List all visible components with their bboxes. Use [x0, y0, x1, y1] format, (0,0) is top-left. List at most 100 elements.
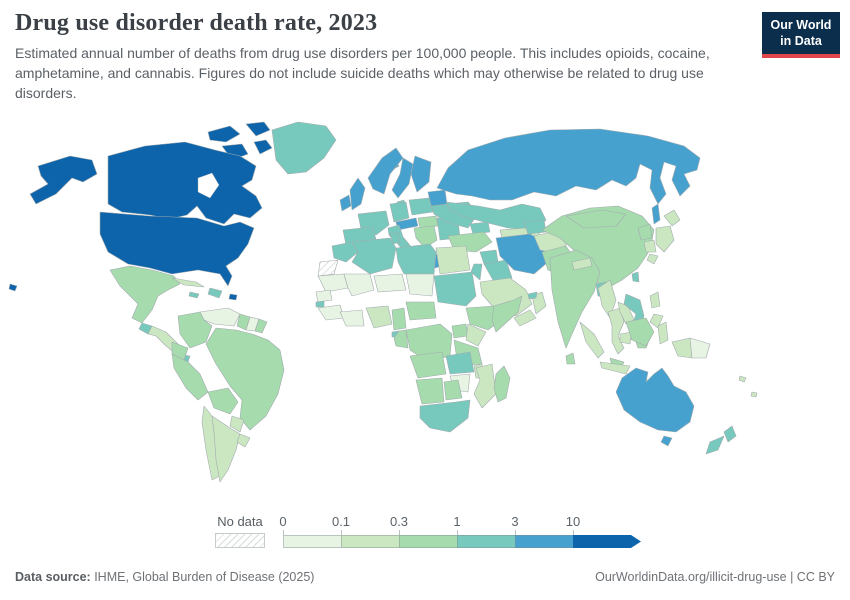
country-united-states[interactable]: [99, 211, 255, 287]
country-central-african-republic[interactable]: [405, 301, 437, 321]
legend-tick-label: 0: [279, 514, 287, 529]
country-australia[interactable]: [615, 367, 695, 433]
country-chad[interactable]: [405, 273, 435, 297]
country-iran[interactable]: [495, 233, 549, 275]
country-hawaii[interactable]: [8, 283, 18, 292]
country-mauritania[interactable]: [317, 273, 349, 293]
country-new-zealand[interactable]: [723, 425, 737, 443]
country-senegal[interactable]: [315, 289, 333, 303]
country-gambia-guinea-bissau[interactable]: [315, 300, 325, 308]
country-united-states-alaska[interactable]: [29, 155, 98, 205]
country-angola[interactable]: [409, 351, 447, 379]
country-somalia[interactable]: [491, 295, 523, 333]
country-mongolia[interactable]: [565, 209, 627, 229]
country-mozambique[interactable]: [473, 363, 497, 409]
country-indonesia-sumatra[interactable]: [579, 321, 605, 359]
country-kenya[interactable]: [465, 323, 487, 347]
country-uganda[interactable]: [451, 323, 469, 339]
country-japan[interactable]: [663, 209, 681, 227]
country-nigeria[interactable]: [365, 305, 393, 329]
country-jordan-israel[interactable]: [470, 263, 483, 281]
country-brazil[interactable]: [205, 327, 285, 431]
country-colombia[interactable]: [177, 311, 213, 349]
country-hungary[interactable]: [417, 215, 439, 229]
country-iraq[interactable]: [483, 259, 513, 283]
country-cuba[interactable]: [171, 277, 205, 288]
country-botswana[interactable]: [443, 379, 463, 401]
country-cameroon[interactable]: [391, 307, 407, 331]
country-pacific-islands[interactable]: [750, 391, 758, 398]
owid-url-link[interactable]: OurWorldinData.org/illicit-drug-use | CC…: [595, 570, 835, 584]
country-nepal[interactable]: [571, 257, 593, 271]
legend-bin-cell[interactable]: [283, 535, 342, 548]
country-south-africa[interactable]: [419, 399, 471, 433]
legend-no-data-swatch[interactable]: [215, 533, 265, 548]
country-paraguay[interactable]: [229, 415, 245, 433]
country-french-guiana[interactable]: [254, 318, 268, 334]
country-gabon[interactable]: [393, 329, 409, 349]
country-indonesia-borneo[interactable]: [625, 317, 655, 347]
country-sri-lanka[interactable]: [565, 352, 576, 365]
country-argentina[interactable]: [211, 415, 241, 483]
country-hispaniola[interactable]: [207, 287, 223, 299]
country-pacific-islands[interactable]: [738, 375, 747, 383]
country-new-zealand[interactable]: [705, 435, 725, 455]
country-papua-new-guinea[interactable]: [689, 337, 711, 359]
country-norway[interactable]: [367, 147, 404, 195]
legend-bin-cell[interactable]: [341, 535, 400, 548]
country-balkans[interactable]: [413, 225, 438, 249]
country-namibia[interactable]: [415, 377, 445, 405]
country-ivory-coast-ghana[interactable]: [339, 309, 365, 327]
country-egypt[interactable]: [435, 245, 471, 275]
country-canada[interactable]: [253, 139, 273, 155]
country-libya[interactable]: [395, 243, 437, 275]
country-madagascar[interactable]: [493, 365, 511, 403]
country-puerto-rico[interactable]: [228, 293, 238, 301]
country-uae[interactable]: [527, 291, 538, 300]
country-bolivia[interactable]: [207, 387, 239, 415]
country-greenland[interactable]: [271, 121, 337, 175]
country-tunisia[interactable]: [389, 231, 401, 245]
license-link[interactable]: OurWorldinData.org/illicit-drug-use | CC…: [595, 570, 835, 584]
country-niger[interactable]: [373, 273, 407, 293]
legend-bin-cell[interactable]: [573, 535, 641, 548]
country-kyrgyzstan-tajikistan[interactable]: [523, 219, 547, 235]
country-jamaica[interactable]: [188, 291, 200, 299]
country-yemen[interactable]: [513, 309, 537, 327]
country-united-kingdom[interactable]: [349, 177, 366, 211]
country-germany[interactable]: [389, 201, 410, 223]
country-mexico[interactable]: [109, 265, 181, 324]
country-ireland[interactable]: [339, 194, 352, 212]
country-morocco[interactable]: [331, 241, 359, 263]
country-west-papua[interactable]: [671, 337, 693, 359]
country-uruguay[interactable]: [236, 433, 251, 448]
country-india[interactable]: [549, 249, 601, 349]
country-western-sahara[interactable]: [317, 259, 339, 277]
legend-bin-cell[interactable]: [457, 535, 516, 548]
country-japan[interactable]: [655, 225, 675, 253]
country-canada[interactable]: [207, 125, 241, 143]
country-australia-tasmania[interactable]: [660, 435, 673, 447]
country-south-korea[interactable]: [643, 239, 657, 253]
country-finland[interactable]: [410, 155, 432, 193]
country-zambia[interactable]: [445, 351, 475, 375]
owid-logo[interactable]: Our World in Data: [762, 12, 840, 59]
country-japan[interactable]: [646, 253, 659, 265]
country-poland[interactable]: [408, 197, 434, 216]
country-north-korea[interactable]: [637, 223, 653, 241]
country-mali[interactable]: [343, 273, 375, 297]
country-peru[interactable]: [171, 353, 209, 401]
country-algeria[interactable]: [351, 237, 397, 275]
country-cambodia[interactable]: [619, 331, 633, 345]
country-caucasus[interactable]: [469, 221, 491, 235]
country-russia[interactable]: [436, 128, 701, 205]
country-russia-sakhalin[interactable]: [651, 203, 661, 225]
country-indonesia-sulawesi[interactable]: [657, 321, 669, 345]
country-taiwan[interactable]: [631, 271, 640, 283]
country-sudan[interactable]: [433, 271, 477, 307]
legend-bin-cell[interactable]: [399, 535, 458, 548]
legend-bin-cell[interactable]: [515, 535, 574, 548]
country-philippines[interactable]: [649, 291, 661, 309]
country-indonesia-java[interactable]: [599, 361, 631, 375]
country-canada[interactable]: [245, 121, 271, 137]
